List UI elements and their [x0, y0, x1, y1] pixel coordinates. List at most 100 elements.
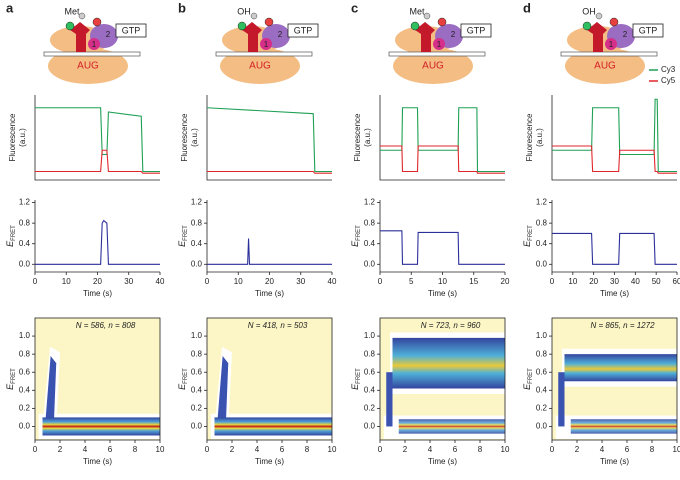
x-tick-label: 30 — [610, 277, 619, 286]
y-axis-label: EFRET — [177, 225, 188, 247]
y-tick-label: 0.0 — [536, 422, 548, 431]
y-tick-label: 0.8 — [364, 349, 376, 358]
amino-acid — [595, 12, 603, 20]
y-tick-label: 0.0 — [364, 259, 376, 268]
y-axis-symbol: E — [522, 240, 532, 247]
axes — [34, 95, 160, 181]
x-tick-label: 10 — [234, 277, 243, 286]
x-tick-label: 2 — [575, 445, 580, 454]
y-tick-label: 0.8 — [191, 349, 203, 358]
x-tick-label: 6 — [280, 445, 285, 454]
y-axis-subscript: FRET — [11, 368, 17, 384]
x-tick-label: 10 — [328, 445, 337, 454]
y-axis-label: EFRET — [5, 368, 16, 390]
small-subunit — [393, 48, 473, 84]
x-tick-label: 10 — [568, 277, 577, 286]
x-tick-label: 50 — [652, 277, 661, 286]
y-tick-label: 1.0 — [536, 331, 548, 340]
y-tick-label: 0.8 — [364, 218, 376, 227]
density-band — [398, 419, 505, 434]
y-tick-label: 0.8 — [536, 349, 548, 358]
frame — [551, 317, 678, 441]
trace-line — [35, 107, 160, 173]
y-tick-label: 0.0 — [19, 422, 31, 431]
gtp-box — [115, 23, 147, 38]
amino-acid — [423, 12, 431, 20]
dye — [582, 21, 592, 31]
trna — [415, 22, 435, 52]
y-axis-label: EFRET — [522, 225, 533, 247]
density — [38, 346, 160, 440]
y-axis-label: (a.u.) — [190, 128, 199, 147]
axes — [551, 200, 677, 273]
ef-tu-domain — [605, 38, 617, 50]
ribosome-diagram: 12 GTP Met AUG — [43, 6, 147, 84]
legend-label: Cy3 — [661, 65, 676, 74]
factor-label: GTP — [467, 25, 486, 35]
gtp-box — [287, 23, 319, 38]
y-axis-label: EFRET — [177, 368, 188, 390]
annotation: N = 723, n = 960 — [421, 321, 481, 330]
x-axis-label: Time (s) — [428, 457, 457, 466]
x-tick-label: 10 — [501, 445, 510, 454]
domain-label: 2 — [278, 30, 283, 39]
domain-label: 2 — [623, 30, 628, 39]
dye — [237, 21, 247, 31]
ligand-label: OH — [582, 6, 596, 16]
y-axis-symbol: E — [350, 240, 360, 247]
y-tick-label: 0.0 — [191, 422, 203, 431]
fret-line — [207, 238, 332, 265]
x-axis-label: Time (s) — [428, 289, 457, 298]
x-tick-label: 40 — [631, 277, 640, 286]
x-tick-label: 40 — [156, 277, 165, 286]
y-axis-label: Fluorescence — [353, 113, 362, 162]
axes — [551, 95, 677, 181]
x-tick-label: 4 — [600, 445, 605, 454]
x-tick-label: 8 — [650, 445, 655, 454]
y-tick-label: 0.8 — [19, 349, 31, 358]
ribosome-diagram: 12 GTP OH AUG — [560, 6, 664, 84]
domain-label: 1 — [609, 40, 614, 49]
y-tick-label: 0.4 — [536, 385, 548, 394]
density-spike — [45, 355, 57, 427]
density-band — [42, 417, 160, 436]
annotation: N = 418, n = 503 — [248, 321, 308, 330]
y-axis-label: (a.u.) — [18, 128, 27, 147]
x-tick-label: 8 — [305, 445, 310, 454]
y-tick-label: 0.6 — [364, 367, 376, 376]
ef-tu-domain — [433, 38, 445, 50]
y-tick-label: 0.2 — [191, 403, 203, 412]
codon-label: AUG — [594, 61, 616, 72]
y-tick-label: 0.4 — [19, 385, 31, 394]
dye — [65, 21, 75, 31]
x-tick-label: 6 — [625, 445, 630, 454]
density-band — [214, 417, 332, 436]
ribosome-diagram: 12 GTP Met AUG — [388, 6, 492, 84]
density-spike — [386, 372, 393, 427]
trna — [587, 22, 607, 52]
x-tick-label: 30 — [124, 277, 133, 286]
y-tick-label: 0.0 — [536, 259, 548, 268]
y-axis-label: (a.u.) — [363, 128, 372, 147]
x-tick-label: 0 — [550, 277, 555, 286]
x-tick-label: 6 — [453, 445, 458, 454]
x-tick-label: 20 — [265, 277, 274, 286]
y-axis-subscript: FRET — [183, 368, 189, 384]
x-tick-label: 0 — [550, 445, 555, 454]
density-spike — [217, 355, 229, 427]
x-axis-label: Time (s) — [600, 289, 629, 298]
mrna — [560, 51, 658, 57]
y-axis-label: Fluorescence — [525, 113, 534, 162]
dye — [609, 17, 619, 27]
y-tick-label: 1.0 — [364, 331, 376, 340]
legend-label: Cy5 — [661, 76, 676, 85]
codon-label: AUG — [249, 61, 271, 72]
y-axis-label: EFRET — [522, 368, 533, 390]
trace-line — [35, 149, 160, 174]
dye — [92, 17, 102, 27]
x-tick-label: 4 — [83, 445, 88, 454]
x-tick-label: 20 — [501, 277, 510, 286]
trace-line — [552, 98, 677, 173]
gtp-box — [632, 23, 664, 38]
